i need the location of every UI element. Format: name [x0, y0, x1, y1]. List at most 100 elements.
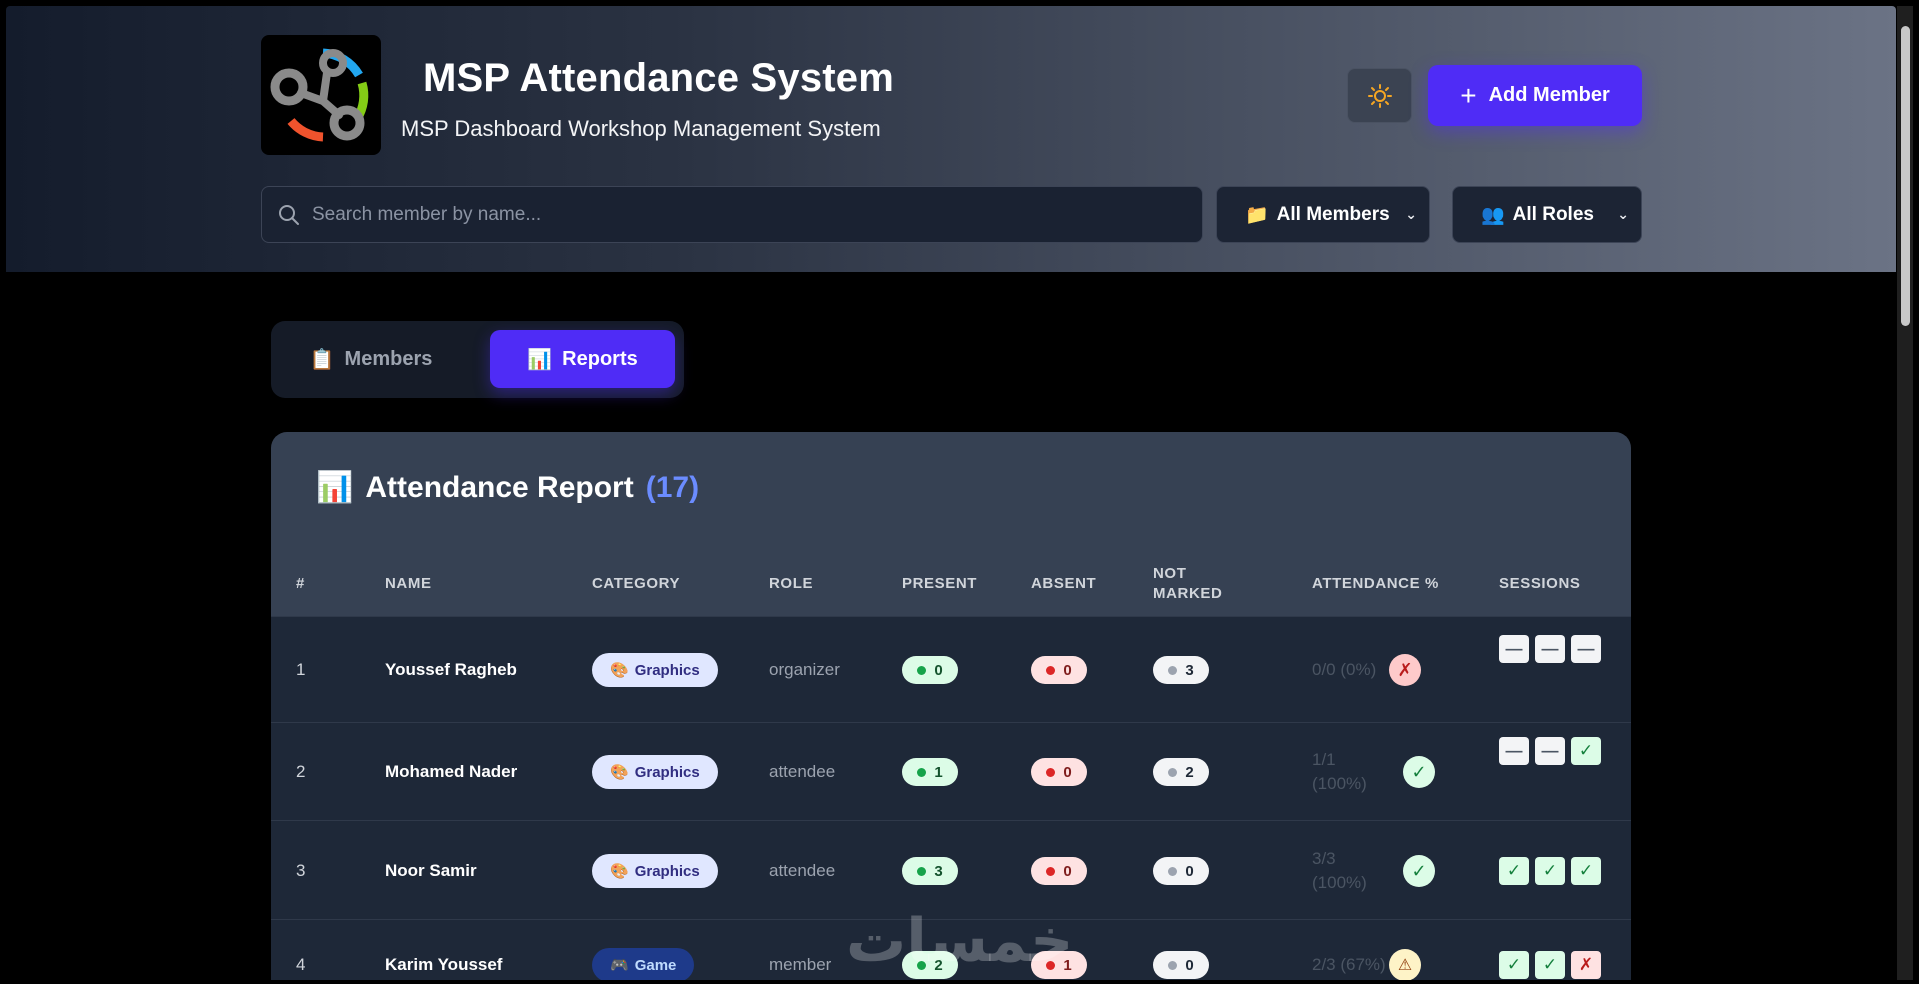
clipboard-icon: 📋: [309, 348, 335, 371]
red-dot-icon: [1046, 665, 1056, 675]
report-title-text: Attendance Report: [365, 470, 634, 504]
session-mark: ✓: [1571, 737, 1601, 765]
palette-icon: 🎨: [610, 764, 629, 781]
members-filter-select[interactable]: 📁 All Members ⌄: [1216, 186, 1430, 243]
attendance-percent: 1/1 (100%): [1312, 748, 1367, 796]
attendance-status-icon: ✓: [1403, 855, 1435, 887]
attendance-line2: (100%): [1312, 774, 1367, 793]
member-name: Noor Samir: [385, 861, 477, 880]
tab-reports[interactable]: 📊 Reports: [490, 330, 675, 388]
session-mark: ✓: [1499, 857, 1529, 885]
app-logo: [261, 35, 381, 155]
theme-toggle-button[interactable]: [1347, 68, 1412, 123]
col-not-marked-line2: MARKED: [1153, 585, 1223, 602]
report-title: 📊 Attendance Report (17): [316, 470, 699, 505]
chevron-down-icon: ⌄: [1617, 206, 1629, 222]
not-marked-count: 3: [1185, 661, 1194, 679]
search-input[interactable]: [312, 203, 1202, 226]
session-mark: ✓: [1535, 857, 1565, 885]
attendance-report-card: 📊 Attendance Report (17) # NAME CATEGORY…: [271, 432, 1631, 980]
app-title: MSP Attendance System: [423, 56, 895, 100]
view-tabs: 📋 Members 📊 Reports: [271, 321, 684, 398]
member-name: Youssef Ragheb: [385, 660, 517, 679]
member-role: organizer: [769, 660, 840, 679]
green-dot-icon: [917, 866, 927, 876]
category-badge: 🎨 Graphics: [592, 653, 718, 687]
col-category: CATEGORY: [592, 575, 681, 592]
absent-count: 1: [1063, 956, 1072, 974]
tab-label: Members: [344, 347, 433, 370]
session-mark: ✗: [1571, 951, 1601, 979]
attendance-line1: 0/0 (0%): [1312, 660, 1377, 679]
present-count-badge: 2: [902, 951, 958, 979]
search-icon: [279, 204, 299, 225]
attendance-percent: 2/3 (67%): [1312, 953, 1386, 977]
scrollbar-thumb[interactable]: [1901, 26, 1910, 326]
row-number: 2: [296, 762, 306, 781]
green-dot-icon: [917, 665, 927, 675]
not-marked-count-badge: 3: [1153, 656, 1209, 684]
attendance-percent: 0/0 (0%): [1312, 658, 1376, 682]
search-bar[interactable]: [261, 186, 1203, 243]
page-scrollbar[interactable]: [1897, 6, 1913, 980]
session-mark: ✓: [1571, 857, 1601, 885]
member-name: Mohamed Nader: [385, 762, 518, 781]
bar-chart-icon: 📊: [316, 471, 354, 504]
absent-count-badge: 1: [1031, 951, 1087, 979]
not-marked-count-badge: 0: [1153, 857, 1209, 885]
row-number: 4: [296, 955, 306, 974]
table-row: 3 Noor Samir 🎨 Graphics attendee 3 0 0 3…: [271, 820, 1631, 919]
category-label: Graphics: [634, 862, 700, 880]
gray-dot-icon: [1168, 767, 1178, 777]
col-attendance: ATTENDANCE %: [1312, 575, 1439, 592]
roles-filter-select[interactable]: 👥 All Roles ⌄: [1452, 186, 1642, 243]
session-mark: ✓: [1499, 951, 1529, 979]
red-dot-icon: [1046, 960, 1056, 970]
gray-dot-icon: [1168, 866, 1178, 876]
session-mark: —: [1535, 737, 1565, 765]
category-label: Game: [634, 956, 677, 974]
col-absent: ABSENT: [1031, 575, 1097, 592]
col-num: #: [296, 575, 305, 592]
app-window: MSP Attendance System MSP Dashboard Work…: [6, 6, 1896, 980]
session-mark: —: [1499, 635, 1529, 663]
session-mark: —: [1571, 635, 1601, 663]
session-mark: ✓: [1535, 951, 1565, 979]
category-badge: 🎨 Graphics: [592, 854, 718, 888]
green-dot-icon: [917, 960, 927, 970]
not-marked-count: 2: [1185, 763, 1194, 781]
absent-count: 0: [1063, 862, 1072, 880]
absent-count-badge: 0: [1031, 656, 1087, 684]
category-badge: 🎨 Graphics: [592, 755, 718, 789]
add-member-button[interactable]: + Add Member: [1428, 65, 1642, 126]
gray-dot-icon: [1168, 960, 1178, 970]
members-filter-label: All Members: [1276, 203, 1390, 225]
col-present: PRESENT: [902, 575, 978, 592]
category-label: Graphics: [634, 661, 700, 679]
attendance-line2: (100%): [1312, 873, 1367, 892]
tab-members[interactable]: 📋 Members: [281, 330, 461, 388]
sun-icon: [1367, 83, 1392, 108]
palette-icon: 🎨: [610, 863, 629, 880]
app-subtitle: MSP Dashboard Workshop Management System: [401, 116, 881, 141]
absent-count-badge: 0: [1031, 758, 1087, 786]
col-not-marked-line1: NOT: [1153, 565, 1187, 582]
col-role: ROLE: [769, 575, 814, 592]
absent-count-badge: 0: [1031, 857, 1087, 885]
red-dot-icon: [1046, 767, 1056, 777]
folder-icon: 📁: [1245, 204, 1269, 226]
green-dot-icon: [917, 767, 927, 777]
present-count: 0: [934, 661, 943, 679]
gray-dot-icon: [1168, 665, 1178, 675]
roles-filter-label: All Roles: [1512, 203, 1594, 225]
attendance-line1: 1/1: [1312, 750, 1336, 769]
not-marked-count: 0: [1185, 862, 1194, 880]
attendance-status-icon: ✓: [1403, 756, 1435, 788]
bar-chart-icon: 📊: [527, 348, 553, 371]
session-mark: —: [1499, 737, 1529, 765]
not-marked-count: 0: [1185, 956, 1194, 974]
plus-icon: +: [1460, 79, 1477, 111]
report-count: (17): [645, 470, 700, 504]
absent-count: 0: [1063, 763, 1072, 781]
category-badge: 🎮 Game: [592, 948, 695, 980]
